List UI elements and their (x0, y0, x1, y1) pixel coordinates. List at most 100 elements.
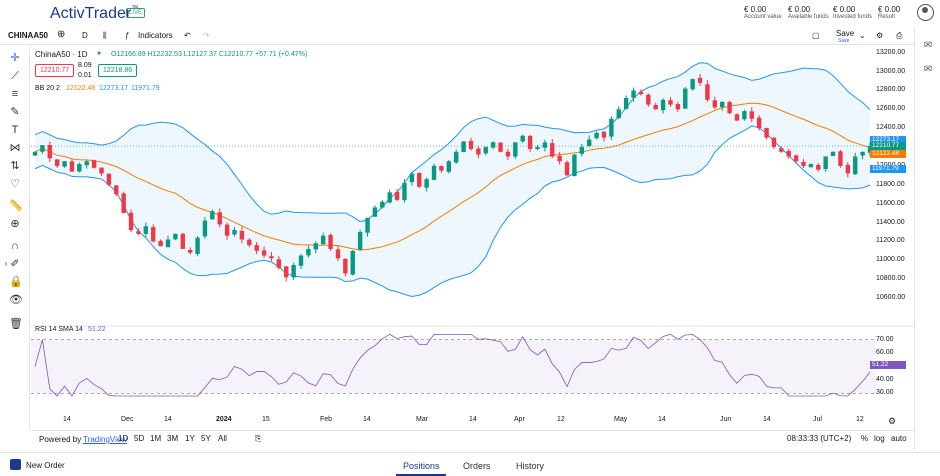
price-chart[interactable] (31, 46, 914, 430)
layout-icon[interactable]: ▢ (812, 31, 820, 40)
auto-toggle[interactable]: auto (891, 434, 907, 443)
user-avatar-icon[interactable] (917, 4, 934, 21)
price-tick-label: 10800.00 (876, 275, 906, 283)
candle (742, 111, 747, 120)
log-toggle[interactable]: log (874, 434, 885, 443)
price-tick-label: 11000.00 (876, 256, 905, 264)
candle (261, 250, 267, 256)
range-1m[interactable]: 1M (150, 434, 162, 443)
clock-timezone[interactable]: 08:33:33 (UTC+2) (787, 434, 852, 443)
sell-price-button[interactable]: 12210.77 (35, 64, 75, 77)
zoom-in-icon[interactable]: ⊕ (10, 218, 20, 230)
bb-lower-value: 11971.79 (131, 85, 160, 92)
ruler-icon[interactable]: 📏 (9, 200, 23, 212)
interval-selector[interactable]: D (82, 31, 88, 40)
time-tick-label: Jul (813, 416, 822, 423)
buy-price-button[interactable]: 12218.86 (98, 64, 138, 77)
candle (387, 192, 392, 203)
candle (136, 231, 141, 234)
prediction-icon[interactable]: ⇅ (10, 160, 20, 172)
crosshair-icon[interactable]: ✛ (10, 52, 20, 64)
collapse-arrow-icon[interactable]: › (4, 259, 8, 268)
candle (269, 256, 274, 259)
magnet-icon[interactable]: ∩ (11, 240, 19, 252)
compare-add-icon[interactable]: ⊕ (57, 29, 66, 40)
ohlc-values: O12166.89 H12232.53 L12127.37 C12210.77 … (111, 51, 308, 58)
tab-orders[interactable]: Orders (463, 461, 491, 471)
candle (47, 144, 52, 159)
candle (668, 100, 673, 105)
range-all[interactable]: All (218, 434, 227, 443)
new-order-button[interactable]: New Order (26, 461, 65, 470)
app-header: ActivTrader™ LIVE € 0.00 Account value € … (0, 0, 940, 28)
notifications-icon[interactable]: ✉ (923, 64, 933, 75)
candle (697, 77, 703, 83)
candle (513, 142, 518, 157)
candle (601, 131, 607, 138)
indicators-icon[interactable]: ƒ (125, 31, 130, 40)
candle (54, 159, 60, 166)
chart-toolbar: CHINAA50 ⊕ D ⫼ ƒ Indicators ↶ ↷ ▢ Save S… (0, 28, 914, 45)
candle (579, 147, 585, 154)
range-1y[interactable]: 1Y (185, 434, 195, 443)
candle (638, 91, 644, 95)
price-tick-label: 11400.00 (876, 218, 905, 226)
live-badge: LIVE (126, 8, 146, 18)
candle (830, 151, 836, 156)
candle (365, 217, 370, 233)
text-icon[interactable]: T (11, 124, 19, 136)
range-1d[interactable]: 1D (118, 434, 129, 443)
brush-icon[interactable]: ✎ (10, 106, 20, 118)
indicators-button[interactable]: Indicators (138, 31, 173, 40)
undo-icon[interactable]: ↶ (184, 31, 191, 40)
fib-icon[interactable]: ≡ (11, 88, 19, 100)
time-tick-label: May (614, 416, 628, 423)
candle (106, 173, 112, 185)
time-tick-label: Mar (416, 416, 429, 423)
axis-settings-gear-icon[interactable]: ⚙ (888, 416, 897, 426)
percent-toggle[interactable]: % (861, 434, 869, 443)
price-tick-label: 10600.00 (876, 294, 906, 301)
eye-icon[interactable]: 👁 (9, 294, 23, 306)
trash-icon[interactable]: 🗑 (9, 318, 23, 330)
goto-date-icon[interactable]: ⎘ (255, 434, 262, 443)
new-order-icon[interactable] (10, 459, 21, 470)
symbol-search[interactable]: CHINAA50 (8, 31, 49, 40)
price-tick-label: 12400.00 (876, 124, 906, 132)
candle (734, 114, 740, 121)
range-5y[interactable]: 5Y (201, 434, 211, 443)
candle (557, 155, 562, 162)
favorites-heart-icon[interactable]: ♡ (10, 178, 20, 190)
candle (320, 235, 326, 245)
save-dropdown-icon[interactable]: ⌄ (859, 31, 866, 40)
redo-icon[interactable]: ↷ (203, 31, 210, 40)
candle (409, 173, 415, 183)
save-button[interactable]: Save (836, 29, 855, 38)
rsi-indicator-label[interactable]: RSI 14 SMA 14 (35, 326, 83, 333)
candle (187, 249, 193, 253)
bb-indicator-label[interactable]: BB 20 2 (35, 85, 60, 92)
rsi-tick-label: 40.00 (876, 375, 894, 383)
candle (128, 212, 134, 231)
candle (84, 161, 89, 166)
camera-icon[interactable]: ⎙ (896, 31, 903, 40)
candle (616, 109, 621, 119)
tab-positions[interactable]: Positions (403, 461, 440, 471)
bb-basis-value: 12122.48 (66, 85, 96, 92)
lock-icon[interactable]: 🔒 (9, 276, 23, 288)
candle (284, 266, 289, 278)
candle (173, 233, 178, 240)
brand-logo[interactable]: ActivTrader™ (50, 5, 139, 22)
range-5d[interactable]: 5D (134, 434, 145, 443)
candle (291, 264, 296, 278)
tab-history[interactable]: History (516, 461, 545, 471)
pattern-icon[interactable]: ⋈ (9, 142, 21, 154)
price-tick-label: 13200.00 (876, 48, 906, 56)
lock-drawings-icon[interactable]: ✐ (10, 258, 20, 270)
range-3m[interactable]: 3M (167, 434, 179, 443)
settings-gear-icon[interactable]: ⚙ (876, 31, 884, 40)
trend-line-icon[interactable]: ⟋ (11, 70, 19, 82)
chart-type-icon[interactable]: ⫼ (103, 31, 107, 40)
price-tag: 12210.77 (870, 142, 906, 151)
mail-icon[interactable]: ✉ (923, 40, 933, 51)
